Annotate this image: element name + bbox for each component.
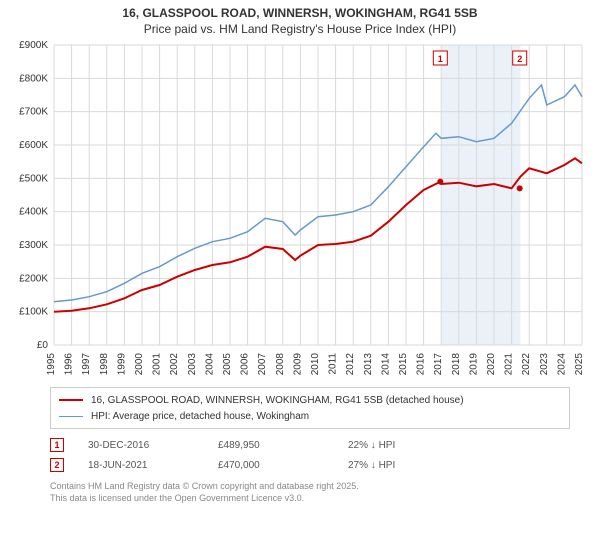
svg-text:1997: 1997 <box>81 353 92 376</box>
event-marker-dot <box>517 186 523 192</box>
event-row: 1 30-DEC-2016£489,95022% ↓ HPI <box>50 435 590 455</box>
svg-text:2001: 2001 <box>152 353 163 376</box>
svg-text:£800K: £800K <box>19 74 48 85</box>
event-delta: 27% ↓ HPI <box>348 460 395 471</box>
event-price: £489,950 <box>218 440 348 451</box>
svg-text:1999: 1999 <box>116 353 127 376</box>
svg-text:1996: 1996 <box>64 353 75 376</box>
line-chart: £0 £100K £200K £300K £400K £500K £600K £700K £80… <box>10 39 590 379</box>
legend-row: HPI: Average price, detached house, Woki… <box>59 408 561 424</box>
svg-text:2017: 2017 <box>433 353 444 376</box>
legend-row: 16, GLASSPOOL ROAD, WINNERSH, WOKINGHAM,… <box>59 392 561 408</box>
event-price: £470,000 <box>218 460 348 471</box>
svg-text:2010: 2010 <box>310 353 321 376</box>
footer-line2: This data is licensed under the Open Gov… <box>50 493 590 505</box>
svg-text:2016: 2016 <box>416 353 427 376</box>
event-marker-number: 2 <box>517 54 522 64</box>
svg-text:£100K: £100K <box>19 307 48 318</box>
svg-text:2002: 2002 <box>169 353 180 376</box>
event-number-badge: 2 <box>50 458 64 472</box>
event-row: 2 18-JUN-2021£470,00027% ↓ HPI <box>50 455 590 475</box>
svg-text:2011: 2011 <box>328 353 339 375</box>
svg-text:1998: 1998 <box>99 353 110 376</box>
event-date: 18-JUN-2021 <box>88 460 218 471</box>
svg-text:2004: 2004 <box>204 353 215 376</box>
chart-svg: £0 £100K £200K £300K £400K £500K £600K £700K £80… <box>10 39 590 379</box>
legend-swatch <box>59 416 83 417</box>
svg-text:£900K: £900K <box>19 40 48 51</box>
svg-text:£0: £0 <box>37 340 49 351</box>
svg-text:2019: 2019 <box>468 353 479 376</box>
event-marker-number: 1 <box>438 54 443 64</box>
svg-text:2020: 2020 <box>486 353 497 376</box>
svg-text:2005: 2005 <box>222 353 233 376</box>
event-delta: 22% ↓ HPI <box>348 440 395 451</box>
svg-text:£300K: £300K <box>19 240 48 251</box>
legend-swatch <box>59 399 83 401</box>
svg-text:1995: 1995 <box>46 353 57 376</box>
svg-text:2021: 2021 <box>504 353 515 376</box>
legend-label: 16, GLASSPOOL ROAD, WINNERSH, WOKINGHAM,… <box>91 395 464 406</box>
svg-text:2023: 2023 <box>539 353 550 376</box>
svg-text:£600K: £600K <box>19 140 48 151</box>
svg-text:2009: 2009 <box>292 353 303 376</box>
footer-line1: Contains HM Land Registry data © Crown c… <box>50 481 590 493</box>
svg-text:2012: 2012 <box>345 353 356 376</box>
svg-text:2015: 2015 <box>398 353 409 376</box>
event-table: 1 30-DEC-2016£489,95022% ↓ HPI 2 18-JUN-202… <box>50 435 590 475</box>
svg-text:£400K: £400K <box>19 207 48 218</box>
footer-attribution: Contains HM Land Registry data © Crown c… <box>50 481 590 504</box>
svg-text:2000: 2000 <box>134 353 145 376</box>
chart-title-line1: 16, GLASSPOOL ROAD, WINNERSH, WOKINGHAM,… <box>10 6 590 22</box>
event-number-badge: 1 <box>50 438 64 452</box>
legend-label: HPI: Average price, detached house, Woki… <box>91 411 309 422</box>
svg-text:2006: 2006 <box>240 353 251 376</box>
svg-text:£700K: £700K <box>19 107 48 118</box>
svg-text:2007: 2007 <box>257 353 268 376</box>
svg-text:£200K: £200K <box>19 274 48 285</box>
chart-title-line2: Price paid vs. HM Land Registry's House … <box>10 22 590 38</box>
event-marker-dot <box>437 179 443 185</box>
svg-text:2025: 2025 <box>574 353 585 376</box>
event-date: 30-DEC-2016 <box>88 440 218 451</box>
svg-text:2003: 2003 <box>187 353 198 376</box>
legend-box: 16, GLASSPOOL ROAD, WINNERSH, WOKINGHAM,… <box>50 387 570 429</box>
svg-text:2018: 2018 <box>451 353 462 376</box>
svg-text:2024: 2024 <box>556 353 567 376</box>
svg-text:2008: 2008 <box>275 353 286 376</box>
svg-text:2013: 2013 <box>363 353 374 376</box>
svg-text:£500K: £500K <box>19 174 48 185</box>
svg-text:2022: 2022 <box>521 353 532 376</box>
svg-text:2014: 2014 <box>380 353 391 376</box>
